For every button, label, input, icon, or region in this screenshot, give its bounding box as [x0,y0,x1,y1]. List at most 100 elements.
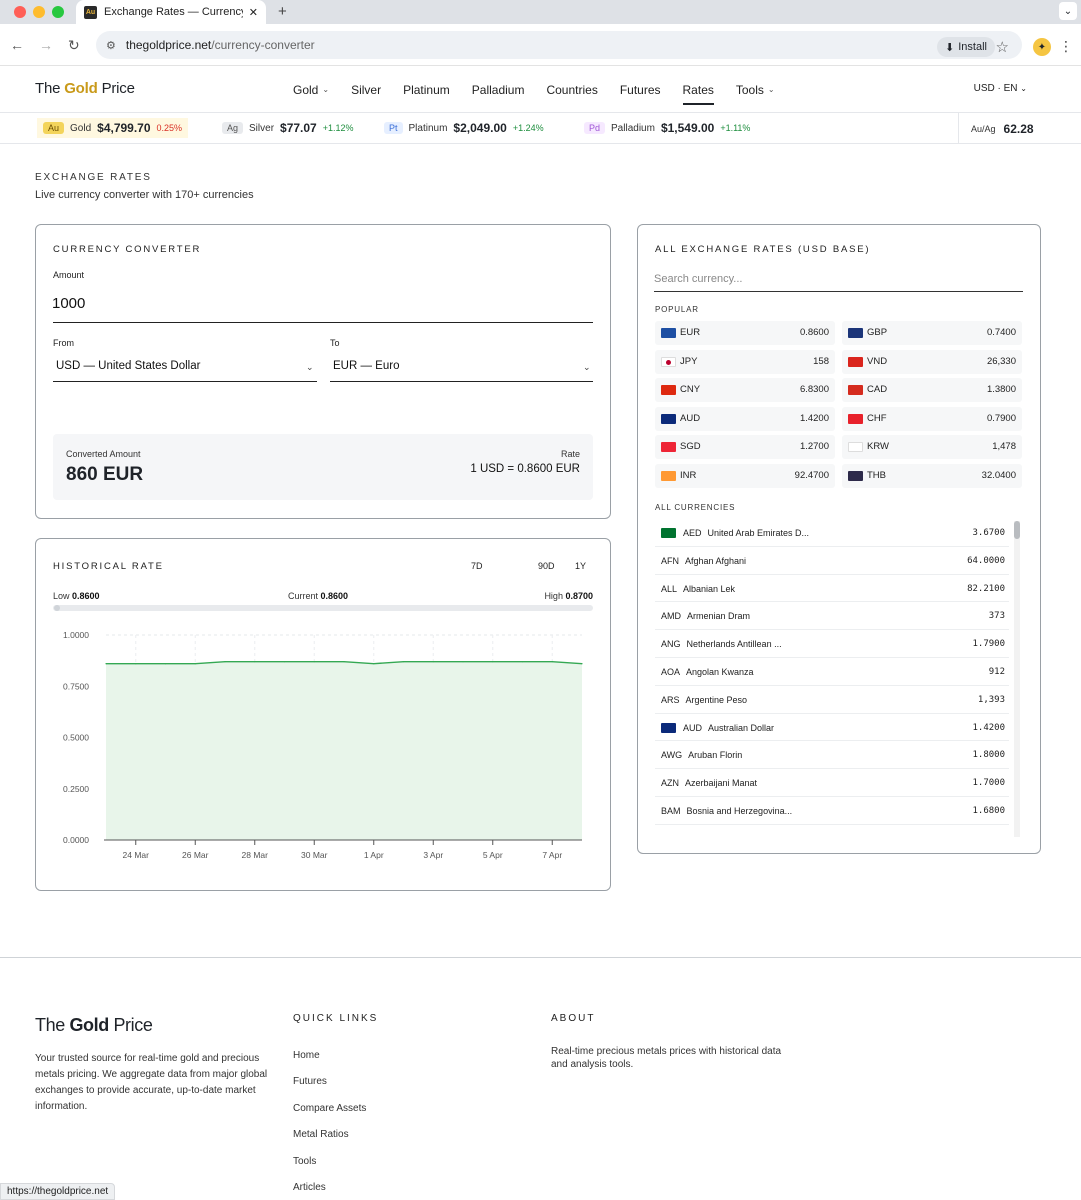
popular-rate-gbp[interactable]: GBP 0.7400 [842,321,1022,345]
close-window-button[interactable] [14,6,26,18]
currency-row-aoa[interactable]: AOA Angolan Kwanza 912 [655,658,1009,686]
y-tick-label: 1.0000 [63,630,89,640]
site-logo[interactable]: The Gold Price [35,80,135,97]
currency-code: AZN [661,778,679,789]
bookmark-star-icon[interactable]: ☆ [995,39,1009,56]
currency-name: Armenian Dram [687,611,751,622]
logo-price: Price [101,80,135,97]
currency-row-aud[interactable]: AUD Australian Dollar 1.4200 [655,714,1009,742]
currency-row-ars[interactable]: ARS Argentine Peso 1,393 [655,686,1009,714]
data-point [551,661,553,663]
range-90d-button[interactable]: 90D [538,561,555,571]
footer-link-home[interactable]: Home [293,1050,320,1061]
url-host: thegoldprice.net [125,38,212,52]
reload-icon[interactable]: ↻ [68,37,80,53]
footer-link-compare-assets[interactable]: Compare Assets [293,1102,367,1114]
currency-row-afn[interactable]: AFN Afghan Afghani 64.0000 [655,547,1009,575]
popular-rate-jpy[interactable]: JPY 158 [655,349,835,374]
currency-rate: 912 [988,667,1005,677]
popular-rate-krw[interactable]: KRW 1,478 [842,435,1022,460]
browser-menu-icon[interactable]: ⋮ [1059,38,1073,54]
new-tab-icon[interactable]: + [278,3,287,20]
minimize-window-button[interactable] [33,6,45,18]
popular-rate-inr[interactable]: INR 92.4700 [655,464,835,488]
x-tick-label: 7 Apr [542,850,562,860]
logo-the: The [35,80,61,97]
tab-search-chevron-icon[interactable]: ⌄ [1059,2,1077,20]
nav-item-palladium[interactable]: Palladium [461,66,536,113]
tab-close-icon[interactable]: ✕ [248,6,258,19]
ticker-item-silver[interactable]: Ag Silver $77.07 +1.12% [216,118,360,138]
ticker-symbol: Pt [384,122,403,134]
currency-rate: 1.7900 [972,639,1005,650]
forward-arrow-icon[interactable]: → [39,37,53,53]
currency-name: Azerbaijani Manat [685,778,758,789]
footer-link-futures[interactable]: Futures [293,1076,327,1088]
currency-label: AOA Angolan Kwanza [661,667,754,677]
footer-link-articles[interactable]: Articles [293,1182,326,1193]
popular-rate-vnd[interactable]: VND 26,330 [842,349,1022,374]
site-settings-icon[interactable]: ⚙ [106,39,116,52]
popular-rate-chf[interactable]: CHF 0.7900 [842,406,1022,431]
currency-row-aed[interactable]: AED United Arab Emirates D... 3.6700 [655,519,1009,547]
footer-link-tools[interactable]: Tools [293,1155,317,1167]
data-point [373,663,375,665]
range-7d-button[interactable]: 7D [471,561,483,571]
currency-code: CAD [867,384,888,396]
nav-item-gold[interactable]: Gold ⌄ [282,66,340,113]
ticker-change: 0.25% [156,123,183,133]
popular-rate-aud[interactable]: AUD 1.4200 [655,406,835,431]
high-value: High 0.8700 [544,591,593,601]
currency-rate: 32.0400 [981,470,1016,481]
nav-item-rates[interactable]: Rates [672,66,725,113]
currency-search-input[interactable] [654,267,1023,292]
currency-code: THB [867,470,886,481]
ticker-item-platinum[interactable]: Pt Platinum $2,049.00 +1.24% [378,118,550,138]
nav-item-tools[interactable]: Tools ⌄ [725,66,786,113]
currency-label: BAM Bosnia and Herzegovina... [661,806,792,816]
popular-rate-sgd[interactable]: SGD 1.2700 [655,435,835,460]
browser-tab[interactable]: Au Exchange Rates — Currency C ✕ [76,0,266,24]
nav-item-futures[interactable]: Futures [609,66,672,113]
ratio-value: 62.28 [1003,121,1034,136]
popular-rate-thb[interactable]: THB 32.0400 [842,464,1022,488]
range-1y-button[interactable]: 1Y [575,561,587,571]
currency-row-bbd[interactable]: BBDBarbadian Dollar2.0000 [655,825,1009,835]
currency-row-azn[interactable]: AZN Azerbaijani Manat 1.7000 [655,769,1009,797]
ticker-item-palladium[interactable]: Pd Palladium $1,549.00 +1.11% [578,118,756,138]
nav-item-platinum[interactable]: Platinum [392,66,461,113]
back-arrow-icon[interactable]: ← [10,37,24,53]
footer-link-metal-ratios[interactable]: Metal Ratios [293,1129,349,1141]
currency-row-awg[interactable]: AWG Aruban Florin 1.8000 [655,741,1009,770]
currency-code: VND [867,355,888,367]
currency-row-ang[interactable]: ANG Netherlands Antillean ... 1.7900 [655,630,1009,658]
extension-icon[interactable]: ✦ [1033,38,1051,56]
address-bar[interactable]: ⚙ thegoldprice.net/currency-converter [96,31,1022,59]
currency-row-amd[interactable]: AMD Armenian Dram 373 [655,602,1009,631]
maximize-window-button[interactable] [52,6,64,18]
to-chevron-down-icon[interactable]: ⌄ [583,362,591,372]
footer-logo[interactable]: The Gold Price [35,1015,153,1036]
ticker-item-gold[interactable]: Au Gold $4,799.70 0.25% [37,118,189,138]
converted-amount-value: 860 EUR [66,464,144,485]
currency-code: AWG [661,750,683,761]
from-currency-select[interactable]: USD — United States Dollar [56,360,201,372]
currency-code: GBP [867,327,888,338]
from-chevron-down-icon[interactable]: ⌄ [306,362,314,372]
popular-rate-eur[interactable]: EUR 0.8600 [655,321,835,345]
currency-rate: 0.8600 [799,327,829,338]
popular-rate-cad[interactable]: CAD 1.3800 [842,378,1022,403]
nav-item-silver[interactable]: Silver [340,66,392,113]
amount-input[interactable]: 1000 [52,295,86,312]
currency-language-selector[interactable]: USD · EN ⌄ [974,83,1027,94]
popular-rate-cny[interactable]: CNY 6.8300 [655,378,835,403]
nav-item-countries[interactable]: Countries [535,66,608,113]
currency-row-bam[interactable]: BAM Bosnia and Herzegovina... 1.6800 [655,797,1009,825]
currency-list-scrollbar[interactable] [1014,521,1020,837]
install-app-button[interactable]: ⬇ Install [937,37,995,57]
currency-row-all[interactable]: ALL Albanian Lek 82.2100 [655,575,1009,603]
to-label: To [330,338,340,348]
currency-list-scroll-thumb[interactable] [1014,521,1020,539]
to-currency-select[interactable]: EUR — Euro [333,360,400,372]
currency-label: AED United Arab Emirates D... [683,528,809,538]
